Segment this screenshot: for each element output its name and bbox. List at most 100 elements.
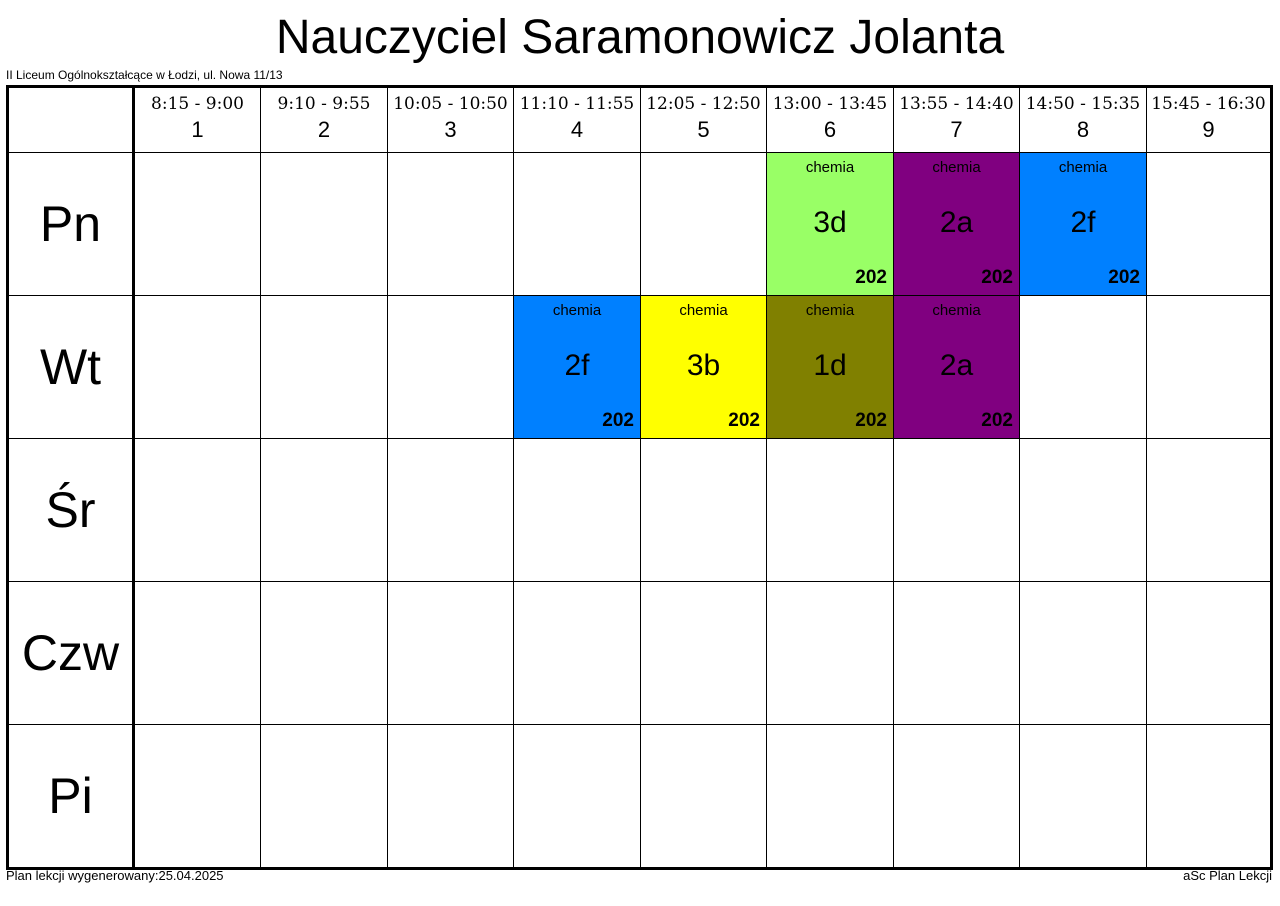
lesson-class: 3b bbox=[686, 349, 721, 382]
period-header-2: 9:10 - 9:55 2 bbox=[260, 86, 388, 153]
day-row-pi: Pi bbox=[7, 724, 1272, 869]
slot-czw-8 bbox=[1019, 581, 1147, 725]
slot-pi-9 bbox=[1146, 724, 1272, 869]
slot-pi-6 bbox=[766, 724, 894, 869]
period-header-4: 11:10 - 11:55 4 bbox=[513, 86, 641, 153]
period-number: 2 bbox=[317, 117, 331, 142]
period-header-5: 12:05 - 12:50 5 bbox=[640, 86, 767, 153]
lesson-card: chemia 2a 202 bbox=[894, 153, 1019, 295]
lesson-card: chemia 1d 202 bbox=[767, 296, 893, 438]
slot-czw-6 bbox=[766, 581, 894, 725]
period-time: 13:00 - 13:45 bbox=[772, 94, 888, 114]
slot-wt-7: chemia 2a 202 bbox=[893, 295, 1020, 439]
slot-sr-1 bbox=[133, 438, 261, 582]
slot-wt-2 bbox=[260, 295, 388, 439]
lesson-class: 2a bbox=[939, 349, 974, 382]
slot-wt-5: chemia 3b 202 bbox=[640, 295, 767, 439]
slot-pi-2 bbox=[260, 724, 388, 869]
slot-sr-8 bbox=[1019, 438, 1147, 582]
slot-pi-5 bbox=[640, 724, 767, 869]
period-number: 6 bbox=[823, 117, 837, 142]
slot-wt-4: chemia 2f 202 bbox=[513, 295, 641, 439]
day-row-sr: Śr bbox=[7, 438, 1272, 582]
lesson-room: 202 bbox=[981, 410, 1013, 431]
lesson-card: chemia 2f 202 bbox=[1020, 153, 1146, 295]
period-header-3: 10:05 - 10:50 3 bbox=[387, 86, 514, 153]
corner-cell bbox=[7, 86, 135, 153]
lesson-subject: chemia bbox=[552, 302, 602, 319]
slot-pn-2 bbox=[260, 152, 388, 296]
lesson-card: chemia 3b 202 bbox=[641, 296, 766, 438]
lesson-class: 2f bbox=[1070, 206, 1096, 239]
lesson-subject: chemia bbox=[805, 159, 855, 176]
slot-sr-7 bbox=[893, 438, 1020, 582]
slot-sr-5 bbox=[640, 438, 767, 582]
day-row-czw: Czw bbox=[7, 581, 1272, 725]
slot-wt-3 bbox=[387, 295, 514, 439]
lesson-room: 202 bbox=[728, 410, 760, 431]
school-name: II Liceum Ogólnokształcące w Łodzi, ul. … bbox=[6, 68, 283, 82]
slot-wt-9 bbox=[1146, 295, 1272, 439]
slot-sr-2 bbox=[260, 438, 388, 582]
period-time: 13:55 - 14:40 bbox=[899, 94, 1014, 114]
lesson-subject: chemia bbox=[932, 302, 981, 319]
period-time: 14:50 - 15:35 bbox=[1025, 94, 1141, 114]
period-time: 8:15 - 9:00 bbox=[151, 94, 244, 114]
lesson-subject: chemia bbox=[1058, 159, 1108, 176]
slot-pn-8: chemia 2f 202 bbox=[1019, 152, 1147, 296]
slot-pn-5 bbox=[640, 152, 767, 296]
slot-czw-2 bbox=[260, 581, 388, 725]
day-row-pn: Pn chemia 3d 202 chemia 2a 202 bbox=[7, 152, 1272, 296]
day-row-wt: Wt chemia 2f 202 chemia 3b 202 bbox=[7, 295, 1272, 439]
generated-date: Plan lekcji wygenerowany:25.04.2025 bbox=[6, 868, 224, 883]
day-label-pi: Pi bbox=[7, 724, 135, 869]
slot-wt-1 bbox=[133, 295, 261, 439]
slot-pi-8 bbox=[1019, 724, 1147, 869]
slot-pn-4 bbox=[513, 152, 641, 296]
slot-wt-8 bbox=[1019, 295, 1147, 439]
day-label-pn: Pn bbox=[7, 152, 135, 296]
day-label-czw: Czw bbox=[7, 581, 135, 725]
period-header-9: 15:45 - 16:30 9 bbox=[1146, 86, 1272, 153]
lesson-card: chemia 2f 202 bbox=[514, 296, 640, 438]
slot-pn-3 bbox=[387, 152, 514, 296]
slot-pn-1 bbox=[133, 152, 261, 296]
lesson-room: 202 bbox=[855, 267, 887, 288]
slot-pn-6: chemia 3d 202 bbox=[766, 152, 894, 296]
slot-sr-9 bbox=[1146, 438, 1272, 582]
day-label-wt: Wt bbox=[7, 295, 135, 439]
app-name: aSc Plan Lekcji bbox=[1183, 868, 1272, 883]
period-time: 10:05 - 10:50 bbox=[393, 94, 508, 114]
day-label-sr: Śr bbox=[7, 438, 135, 582]
lesson-room: 202 bbox=[855, 410, 887, 431]
slot-czw-5 bbox=[640, 581, 767, 725]
period-number: 9 bbox=[1202, 117, 1215, 142]
period-time: 15:45 - 16:30 bbox=[1151, 94, 1266, 114]
period-number: 4 bbox=[570, 117, 584, 142]
period-number: 3 bbox=[444, 117, 457, 142]
lesson-room: 202 bbox=[1108, 267, 1140, 288]
period-time: 9:10 - 9:55 bbox=[277, 94, 371, 114]
slot-czw-9 bbox=[1146, 581, 1272, 725]
slot-wt-6: chemia 1d 202 bbox=[766, 295, 894, 439]
period-number: 8 bbox=[1076, 117, 1090, 142]
lesson-class: 1d bbox=[813, 349, 847, 382]
slot-sr-4 bbox=[513, 438, 641, 582]
lesson-class: 3d bbox=[813, 206, 847, 239]
lesson-subject: chemia bbox=[805, 302, 855, 319]
period-time: 11:10 - 11:55 bbox=[519, 94, 635, 114]
slot-pi-7 bbox=[893, 724, 1020, 869]
lesson-class: 2a bbox=[939, 206, 974, 239]
slot-czw-7 bbox=[893, 581, 1020, 725]
period-header-1: 8:15 - 9:00 1 bbox=[133, 86, 261, 153]
period-number: 1 bbox=[191, 117, 204, 142]
slot-pn-7: chemia 2a 202 bbox=[893, 152, 1020, 296]
slot-czw-1 bbox=[133, 581, 261, 725]
slot-pi-1 bbox=[133, 724, 261, 869]
lesson-room: 202 bbox=[981, 267, 1013, 288]
period-number: 5 bbox=[697, 117, 710, 142]
slot-pn-9 bbox=[1146, 152, 1272, 296]
slot-pi-3 bbox=[387, 724, 514, 869]
slot-czw-4 bbox=[513, 581, 641, 725]
period-header-6: 13:00 - 13:45 6 bbox=[766, 86, 894, 153]
